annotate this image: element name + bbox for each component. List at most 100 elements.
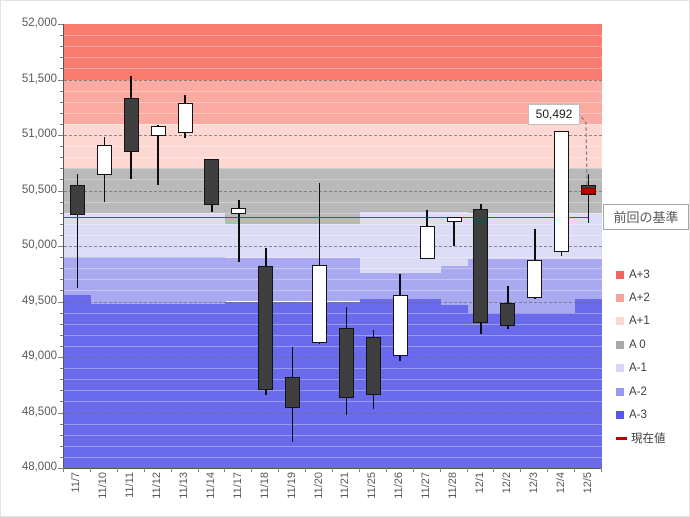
band-a+3: [279, 24, 307, 80]
x-axis-tick: [601, 468, 602, 472]
x-axis-tick: [116, 468, 118, 472]
y-axis-label: 51,000: [21, 128, 57, 140]
band-a+3: [440, 24, 469, 80]
band-a+1: [306, 123, 334, 169]
y-axis-tick: [58, 357, 63, 358]
band-a+3: [90, 24, 119, 80]
band-a-1: [144, 212, 173, 258]
band-a+2: [90, 79, 119, 124]
x-axis-tick: [574, 468, 576, 472]
candle-wick-12/5: [587, 173, 590, 223]
band-a+2: [279, 79, 307, 124]
x-axis-tick: [439, 468, 441, 472]
band-a-2: [413, 272, 442, 300]
legend-swatch-a+1: [616, 317, 624, 326]
current-value-line-icon: [616, 436, 627, 440]
legend-label: A 0: [629, 338, 646, 351]
x-axis-tick: [466, 468, 468, 472]
x-axis-tick: [547, 468, 549, 472]
candle-wick-11/17: [238, 200, 240, 262]
x-axis-label: 11/12: [151, 472, 164, 499]
band-a+3: [575, 24, 602, 80]
minor-gridline: [64, 46, 602, 48]
minor-gridline: [64, 35, 602, 37]
x-axis-tick: [332, 468, 333, 472]
x-axis-label: 11/14: [204, 472, 217, 499]
band-a-2: [90, 257, 119, 304]
band-a-2: [359, 272, 388, 300]
band-a-1: [198, 212, 226, 258]
band-a-2: [144, 257, 173, 304]
x-axis-label: 11/25: [366, 472, 379, 499]
band-a+1: [225, 123, 253, 169]
y-axis-tick: [58, 246, 63, 247]
legend-item-current-value: 現在値: [616, 427, 666, 450]
band-a-3: [467, 312, 495, 468]
x-axis-tick: [63, 468, 64, 472]
band-a+3: [494, 24, 522, 80]
band-a-3: [413, 299, 442, 468]
band-a-2: [333, 258, 361, 302]
legend-swatch-a+3: [616, 270, 624, 279]
x-axis-tick: [251, 468, 253, 472]
y-axis-tick: [60, 290, 63, 292]
y-axis-tick: [60, 345, 63, 347]
y-axis-label: 49,000: [21, 350, 57, 362]
legend-item-a+2: A+2: [616, 286, 650, 309]
band-a+2: [225, 79, 253, 124]
plot-area: [63, 24, 602, 469]
band-a+3: [333, 24, 361, 80]
band-a+3: [386, 24, 415, 80]
x-axis-label: 11/21: [339, 472, 352, 499]
minor-gridline: [64, 57, 602, 59]
band-a+3: [548, 24, 576, 80]
candle-body-12/4: [554, 130, 570, 252]
minor-gridline: [64, 368, 602, 370]
y-axis-tick: [60, 423, 63, 425]
minor-gridline: [64, 268, 602, 270]
minor-gridline: [64, 345, 602, 347]
x-axis-label: 12/2: [500, 472, 513, 494]
legend-item-a-1: A-1: [616, 357, 647, 380]
band-a-3: [521, 312, 549, 468]
band-a-3: [144, 303, 173, 468]
band-a+3: [171, 24, 200, 80]
x-axis-label: 11/26: [393, 472, 406, 499]
candle-body-11/26: [392, 294, 408, 356]
candle-wick-11/20: [318, 182, 321, 344]
band-a+3: [64, 24, 92, 80]
x-axis-tick: [89, 468, 91, 472]
y-axis-tick: [60, 368, 63, 370]
band-a0: [413, 168, 442, 212]
x-axis-label: 11/28: [447, 472, 460, 499]
band-a-1: [117, 212, 146, 258]
band-a+1: [279, 123, 307, 169]
candle-body-11/7: [69, 184, 85, 215]
y-axis-tick: [60, 379, 63, 381]
y-axis-tick: [58, 79, 63, 81]
minor-gridline: [64, 68, 602, 70]
band-a+1: [252, 123, 280, 169]
band-a+3: [359, 24, 388, 80]
band-a+2: [386, 79, 415, 124]
legend-label: A+1: [629, 315, 650, 328]
candle-body-11/25: [365, 337, 381, 395]
band-a+1: [413, 123, 442, 169]
x-axis-tick: [385, 468, 387, 472]
candle-body-11/10: [96, 144, 112, 175]
y-axis-tick: [60, 456, 63, 458]
band-a+1: [467, 123, 495, 169]
y-axis-tick: [60, 68, 63, 70]
y-axis-tick: [60, 434, 63, 436]
y-axis-tick: [60, 268, 63, 270]
band-a+2: [413, 79, 442, 124]
band-a-1: [171, 212, 200, 258]
minor-gridline: [64, 312, 602, 314]
current-value-marker: [581, 188, 597, 195]
band-a+3: [117, 24, 146, 80]
band-a-3: [117, 303, 146, 468]
x-axis-label: 11/19: [285, 472, 298, 499]
y-axis-label: 51,500: [21, 72, 57, 85]
band-a-3: [575, 299, 602, 468]
legend-item-a-2: A-2: [616, 380, 647, 403]
